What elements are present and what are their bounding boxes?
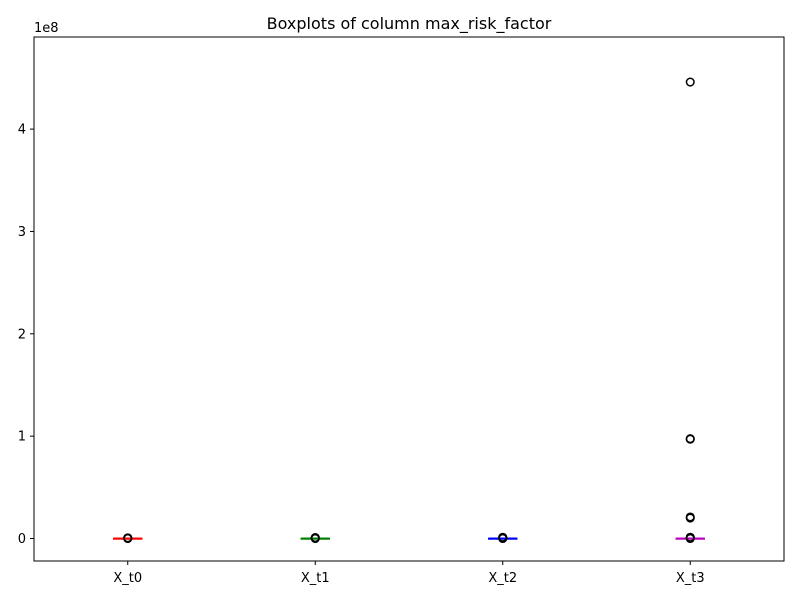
y-tick-label: 1 <box>18 430 26 445</box>
x-tick-label: X_t1 <box>301 571 330 586</box>
x-tick-label: X_t2 <box>488 571 517 586</box>
chart-title: Boxplots of column max_risk_factor <box>267 14 552 34</box>
y-tick-label: 3 <box>18 225 26 240</box>
x-tick-label: X_t3 <box>676 571 705 586</box>
outlier-point <box>685 77 695 87</box>
outlier-point <box>685 512 695 522</box>
outlier-point <box>123 533 133 543</box>
y-tick-label: 4 <box>18 123 26 138</box>
outlier-point <box>685 434 695 444</box>
outlier-point <box>498 532 508 542</box>
outlier-point <box>310 533 320 543</box>
y-offset-label: 1e8 <box>34 21 59 36</box>
outlier-point <box>685 532 695 542</box>
y-tick-label: 0 <box>18 532 26 547</box>
y-tick-label: 2 <box>18 327 26 342</box>
plot-frame <box>33 36 785 562</box>
x-tick-label: X_t0 <box>113 571 142 586</box>
